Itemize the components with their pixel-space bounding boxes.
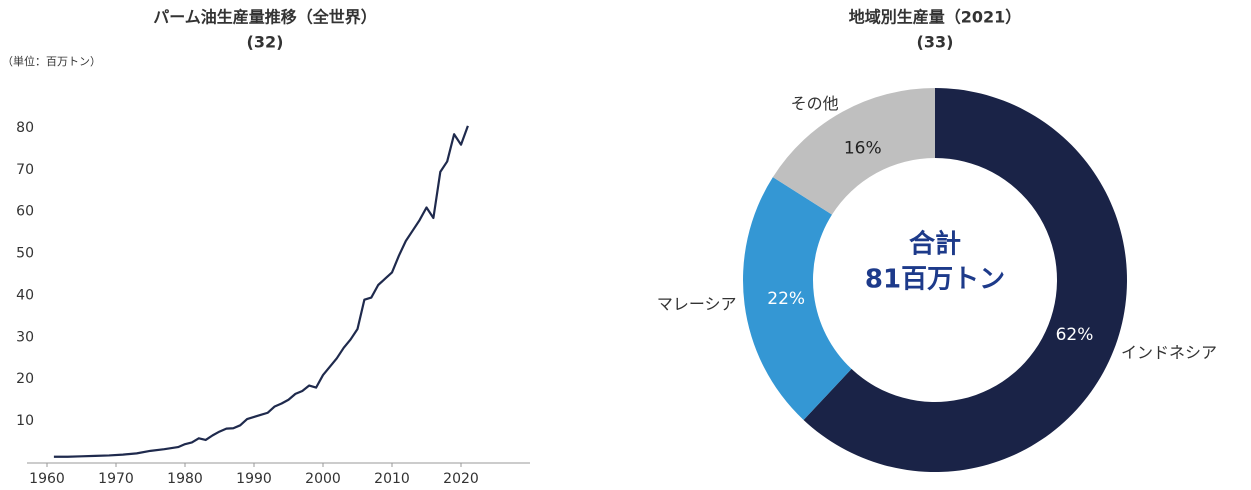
y-tick-label: 20 <box>16 371 34 387</box>
x-tick-label: 2010 <box>374 471 410 487</box>
chart-title: パーム油生産量推移（全世界） <box>153 8 377 27</box>
donut-slice <box>772 88 935 215</box>
chart-title: 地域別生産量（2021） <box>849 8 1022 27</box>
chart-subtitle: (33) <box>917 33 954 52</box>
x-tick-label: 2020 <box>443 471 479 487</box>
y-axis-label: （単位：百万トン） <box>2 54 101 68</box>
x-tick-label: 1980 <box>167 471 203 487</box>
chart-subtitle: (32) <box>247 33 284 52</box>
y-tick-label: 40 <box>16 287 34 303</box>
center-value: 81百万トン <box>865 265 1005 295</box>
x-tick-label: 2000 <box>305 471 341 487</box>
slice-category-label: その他 <box>791 94 839 113</box>
y-tick-label: 80 <box>16 120 34 136</box>
y-tick-label: 10 <box>16 413 34 429</box>
slice-category-label: インドネシア <box>1121 343 1217 362</box>
y-tick-label: 70 <box>16 162 34 178</box>
x-tick-label: 1960 <box>29 471 65 487</box>
line <box>53 125 469 458</box>
y-tick-label: 30 <box>16 329 34 345</box>
y-tick-label: 60 <box>16 204 34 220</box>
slice-value-label: 22% <box>767 289 805 309</box>
x-tick-label: 1990 <box>236 471 272 487</box>
center-label: 合計 <box>909 229 961 260</box>
donut-slice <box>803 88 1127 472</box>
y-tick-label: 50 <box>16 246 34 262</box>
slice-value-label: 16% <box>844 139 882 159</box>
x-tick-label: 1970 <box>98 471 134 487</box>
slice-category-label: マレーシア <box>657 295 737 314</box>
donut-slice <box>743 177 852 420</box>
slice-value-label: 62% <box>1056 325 1094 345</box>
